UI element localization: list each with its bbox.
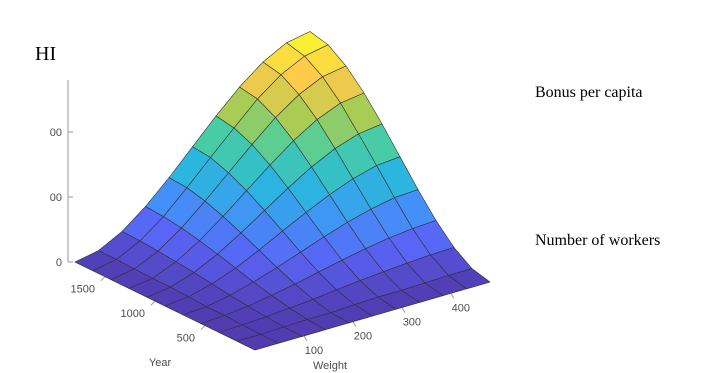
x-axis-label: Weight [313,360,347,372]
z-axis-label: HI [35,43,56,65]
y-tick-label: 1500 [71,284,95,296]
z-tick-label: 00 [50,192,62,204]
x-tick-label: 300 [403,317,421,329]
x-tick [401,307,406,313]
z-tick-label: 0 [56,257,62,269]
annotation: Number of workers [535,232,660,249]
x-tick [303,335,308,342]
y-tick [100,276,106,282]
surface-face [236,334,280,351]
x-tick [352,321,357,327]
x-tick-label: 400 [452,302,470,314]
x-tick-label: 200 [354,331,372,343]
y-tick-label: 500 [177,333,195,345]
y-tick [200,325,206,330]
y-axis-label: Year [149,357,172,369]
y-tick [150,300,156,306]
x-tick-label: 100 [305,345,323,357]
z-tick-label: 00 [50,127,62,139]
x-tick [450,293,455,299]
annotation: Bonus per capita [535,84,643,101]
y-tick-label: 1000 [121,308,145,320]
